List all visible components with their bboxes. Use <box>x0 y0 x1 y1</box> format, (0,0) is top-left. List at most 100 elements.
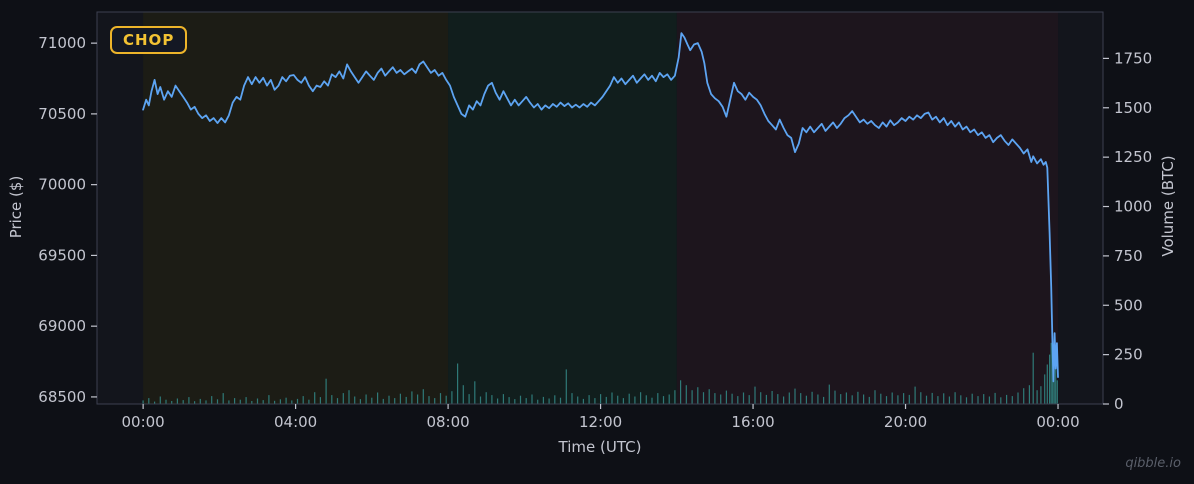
volume-bar <box>565 369 567 404</box>
volume-bar <box>434 398 436 404</box>
volume-bar <box>479 396 482 404</box>
volume-bar <box>371 397 373 404</box>
volume-bar <box>205 400 207 404</box>
region-regime-1 <box>143 12 449 404</box>
volume-bar <box>554 395 556 404</box>
volume-bar <box>1055 369 1057 404</box>
region-regime-3 <box>676 12 1059 404</box>
volume-bar <box>216 399 219 404</box>
volume-bar <box>154 401 156 404</box>
volume-bar <box>834 390 836 404</box>
volume-bar <box>325 378 327 404</box>
volume-bar <box>828 384 830 404</box>
volume-bar <box>1040 386 1042 404</box>
volume-bar <box>685 385 687 404</box>
volume-bar <box>823 396 825 404</box>
volume-bar <box>342 393 344 404</box>
volume-bar <box>897 395 899 404</box>
volume-bar <box>863 394 865 404</box>
volume-bar <box>445 395 447 404</box>
region-regime-2 <box>448 12 677 404</box>
volume-bar <box>514 399 516 404</box>
volume-bar <box>491 395 493 404</box>
volume-bar <box>611 392 613 404</box>
volume-bar <box>222 393 224 404</box>
volume-bar <box>748 395 750 404</box>
volume-bar <box>1032 352 1034 404</box>
volume-bar <box>382 398 384 404</box>
volume-bar <box>662 396 665 404</box>
volume-bar <box>651 397 653 404</box>
volume-bar <box>245 397 247 404</box>
volume-bar <box>954 392 956 404</box>
volume-bar <box>354 396 356 404</box>
x-axis-label-time: Time (UTC) <box>558 438 642 456</box>
volume-bar <box>742 392 745 404</box>
y-axis-label-volume: Volume (BTC) <box>1159 155 1177 257</box>
volume-bar <box>399 393 401 404</box>
volume-bar <box>617 395 619 404</box>
volume-bar <box>800 393 802 404</box>
volume-bar <box>765 394 767 404</box>
volume-bar <box>394 398 396 404</box>
volume-bar <box>388 395 390 404</box>
x-tick-label: 20:00 <box>884 413 927 431</box>
y-right-tick-label: 1500 <box>1114 99 1152 117</box>
volume-bar <box>537 399 539 404</box>
volume-bar <box>965 397 968 404</box>
volume-bar <box>1006 394 1008 404</box>
volume-bar <box>634 396 636 404</box>
volume-bar <box>359 399 361 404</box>
volume-bar <box>771 391 773 404</box>
volume-bar <box>851 395 853 404</box>
volume-bar <box>777 394 779 404</box>
volume-bar <box>731 393 733 404</box>
volume-bar <box>577 396 579 404</box>
volume-bar <box>239 399 241 404</box>
y-left-tick-label: 70500 <box>38 105 86 123</box>
volume-bar <box>840 394 842 404</box>
volume-bar <box>674 390 676 404</box>
volume-bar <box>868 396 870 404</box>
volume-bar <box>628 393 630 404</box>
volume-bar <box>519 395 522 404</box>
volume-bar <box>542 396 544 404</box>
volume-bar <box>417 394 419 404</box>
volume-bar <box>788 392 790 404</box>
y-right-tick-label: 750 <box>1114 247 1143 265</box>
volume-bar <box>439 393 442 404</box>
x-tick-label: 00:00 <box>122 413 165 431</box>
volume-bar <box>559 397 562 404</box>
volume-bar <box>994 392 996 404</box>
volume-bar <box>1056 380 1058 404</box>
volume-bar <box>485 392 487 404</box>
volume-bar <box>600 394 602 404</box>
y-right-tick-label: 1250 <box>1114 148 1152 166</box>
volume-bar <box>657 393 659 404</box>
volume-bar <box>302 396 304 404</box>
volume-bar <box>182 400 184 404</box>
volume-bar <box>817 394 819 404</box>
volume-bar <box>377 392 379 404</box>
volume-bar <box>720 394 722 404</box>
volume-bar <box>502 394 504 404</box>
volume-bar <box>960 395 962 404</box>
volume-bar <box>702 392 705 404</box>
volume-bar <box>508 397 510 404</box>
volume-bar <box>1050 342 1052 404</box>
volume-bar <box>948 396 950 404</box>
volume-bar <box>142 400 144 404</box>
volume-bar <box>737 396 739 404</box>
x-tick-label: 04:00 <box>274 413 317 431</box>
volume-bar <box>680 380 682 404</box>
volume-bar <box>548 398 550 404</box>
volume-bar <box>308 399 310 404</box>
volume-bar <box>468 394 470 404</box>
volume-bar <box>1046 364 1048 404</box>
x-tick-label: 00:00 <box>1036 413 1079 431</box>
volume-bar <box>285 397 287 404</box>
y-axis-label-price: Price ($) <box>7 175 25 239</box>
volume-bar <box>668 394 670 404</box>
volume-bar <box>331 395 333 404</box>
volume-bar <box>714 393 716 404</box>
